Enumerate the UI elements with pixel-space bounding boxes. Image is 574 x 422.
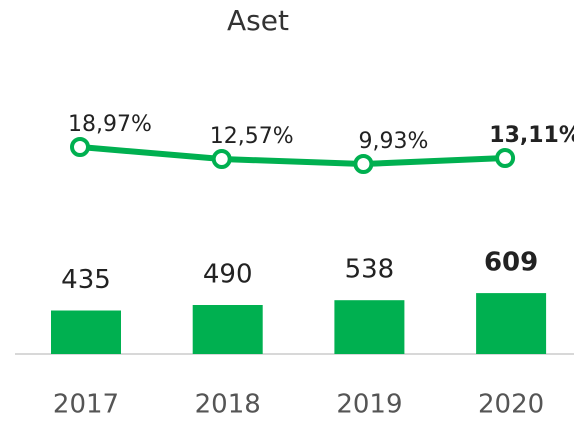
- x-tick-label: 2019: [336, 390, 402, 420]
- line-marker: [495, 148, 516, 169]
- bar: [51, 310, 121, 354]
- line-value-label: 13,11%: [489, 123, 574, 148]
- x-tick-label: 2018: [195, 390, 261, 420]
- line: [79, 144, 506, 167]
- line-value-label: 12,57%: [210, 124, 294, 149]
- bar: [476, 293, 547, 354]
- x-tick-label: 2017: [53, 390, 119, 420]
- bar-value-label: 538: [345, 255, 395, 285]
- line-marker: [353, 153, 374, 174]
- line-marker: [211, 149, 232, 170]
- bar: [192, 305, 263, 354]
- line-marker: [70, 137, 90, 157]
- bar-value-label: 609: [484, 248, 538, 278]
- bar-value-label: 435: [61, 265, 111, 295]
- bar: [334, 300, 405, 354]
- bar-value-label: 490: [203, 260, 253, 290]
- x-tick-label: 2020: [478, 390, 544, 420]
- chart-title: Aset: [227, 4, 289, 37]
- line-value-label: 18,97%: [68, 112, 152, 137]
- line-value-label: 9,93%: [358, 129, 428, 154]
